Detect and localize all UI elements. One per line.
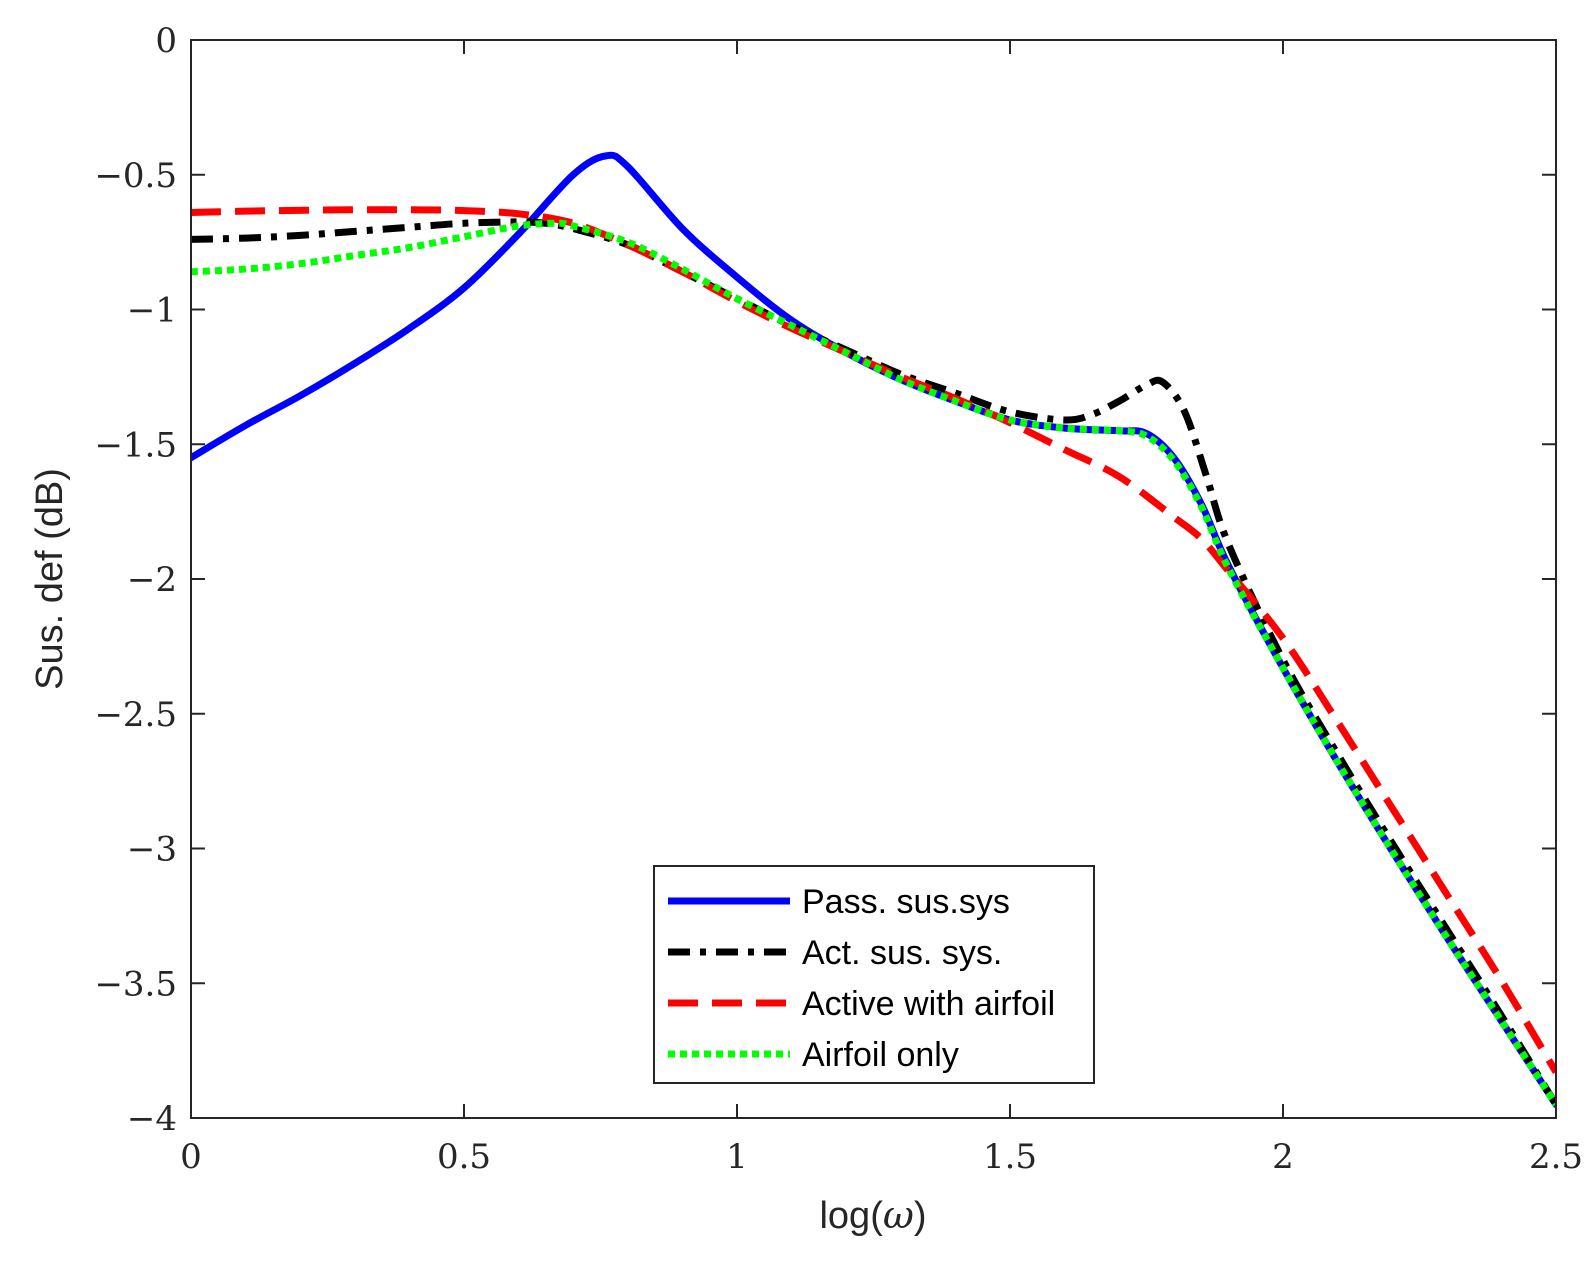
- x-tick-label: 1.5: [983, 1137, 1037, 1177]
- x-tick-label: 0: [180, 1137, 202, 1177]
- y-tick-label: −3.5: [94, 964, 177, 1004]
- x-axis-title-prefix: log(: [819, 1195, 883, 1237]
- omega-symbol: ω: [883, 1193, 914, 1237]
- y-tick-label: −1.5: [94, 425, 177, 465]
- y-tick-label: −1: [127, 291, 177, 331]
- legend-label-1: Pass. sus.sys: [802, 883, 1010, 921]
- x-axis-title: log(ω): [819, 1193, 926, 1237]
- x-tick-label: 2.5: [1529, 1137, 1583, 1177]
- series-line-2: [191, 218, 1556, 1107]
- series-line-4: [191, 219, 1556, 1107]
- legend-label-4: Airfoil only: [802, 1036, 959, 1074]
- y-tick-label: −4: [127, 1099, 177, 1139]
- series-layer: [191, 151, 1556, 1109]
- legend-items: Pass. sus.sys Act. sus. sys. Active with a…: [668, 883, 1055, 1074]
- y-tick-label: −2: [127, 560, 177, 600]
- y-tick-label: −3: [127, 830, 177, 870]
- x-tick-label: 1: [726, 1137, 748, 1177]
- y-tick-label: −2.5: [94, 695, 177, 735]
- y-tick-label: 0: [155, 21, 177, 61]
- y-axis-title: Sus. def (dB): [29, 468, 71, 690]
- tick-layer: 0 0.5 1 1.5 2 2.5 0 −0.5 −1 −1.5 −2 −2.5 −3 −3.5 −4: [94, 21, 1583, 1177]
- x-tick-label: 2: [1272, 1137, 1294, 1177]
- x-tick-label: 0.5: [437, 1137, 491, 1177]
- legend: Pass. sus.sys Act. sus. sys. Active with a…: [653, 865, 1095, 1084]
- series-line-3: [191, 206, 1556, 1074]
- x-axis-title-suffix: ): [914, 1195, 927, 1237]
- legend-label-2: Act. sus. sys.: [802, 934, 1002, 972]
- legend-label-3: Active with airfoil: [802, 985, 1055, 1023]
- y-tick-label: −0.5: [94, 156, 177, 196]
